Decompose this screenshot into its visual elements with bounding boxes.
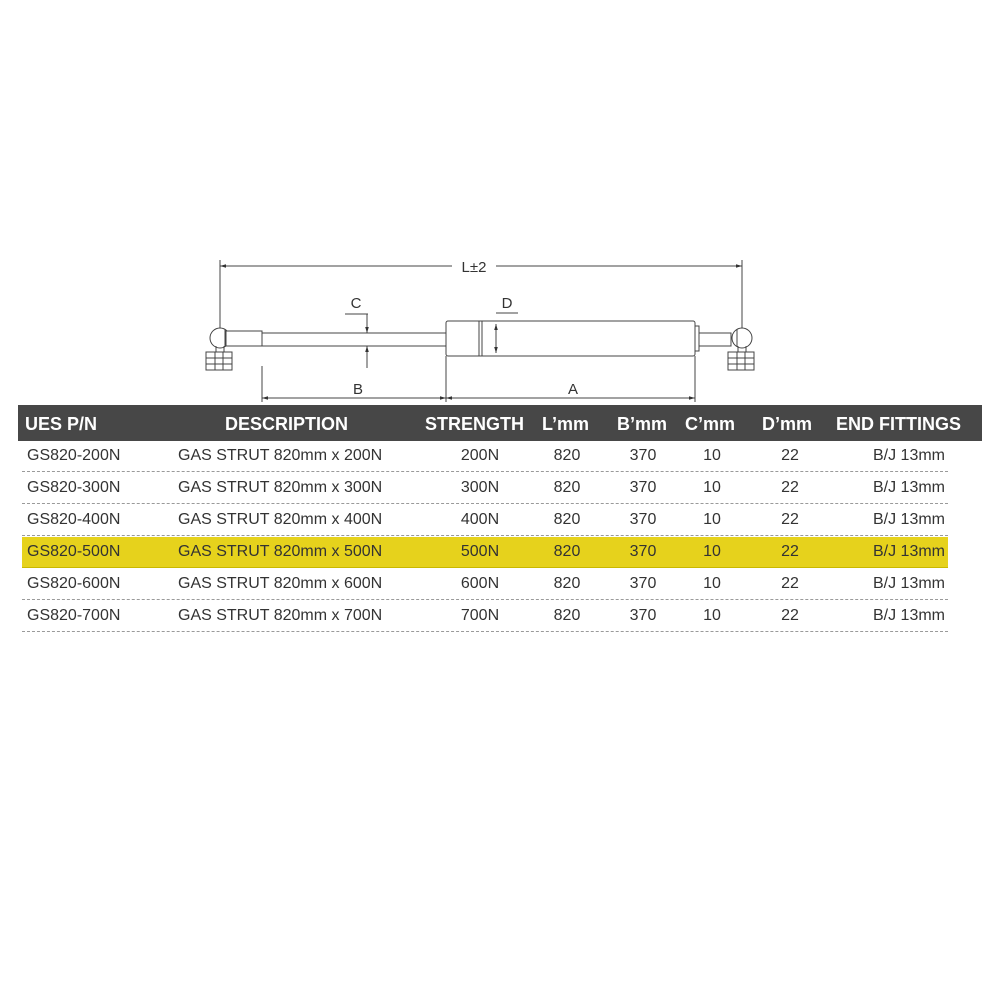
cell-description: GAS STRUT 820mm x 600N <box>178 575 383 592</box>
table-row: GS820-700N GAS STRUT 820mm x 700N 700N 820 3… <box>22 601 948 632</box>
cell-l-mm: 820 <box>553 543 581 560</box>
cell-c-mm: 10 <box>703 543 721 560</box>
cell-b-mm: 370 <box>629 511 657 528</box>
cell-end-fittings: B/J 13mm <box>872 511 945 528</box>
right-fitting-base <box>727 351 755 371</box>
header-c: C’mm <box>685 414 736 434</box>
cell-part-number: GS820-400N <box>27 511 121 528</box>
table-row: GS820-400N GAS STRUT 820mm x 400N 400N 820 3… <box>22 505 948 536</box>
cell-l-mm: 820 <box>553 607 581 624</box>
cell-description: GAS STRUT 820mm x 200N <box>178 447 383 464</box>
cell-description: GAS STRUT 820mm x 500N <box>178 543 383 560</box>
piston-rod <box>261 332 447 347</box>
gas-strut-drawing: L±2 C D B A <box>205 259 755 402</box>
cell-c-mm: 10 <box>703 607 721 624</box>
header-l: L’mm <box>542 414 590 434</box>
cell-part-number: GS820-600N <box>27 575 121 592</box>
header-pn: UES P/N <box>25 414 98 434</box>
cell-l-mm: 820 <box>553 575 581 592</box>
b-label: B <box>353 381 363 398</box>
table-row: GS820-300N GAS STRUT 820mm x 300N 300N 820 3… <box>22 473 948 504</box>
cell-description: GAS STRUT 820mm x 300N <box>178 479 383 496</box>
cell-part-number: GS820-200N <box>27 447 121 464</box>
left-fitting-base <box>205 351 233 371</box>
cell-b-mm: 370 <box>629 479 657 496</box>
d-label: D <box>502 295 513 312</box>
cell-end-fittings: B/J 13mm <box>872 479 945 496</box>
cell-description: GAS STRUT 820mm x 400N <box>178 511 383 528</box>
cell-end-fittings: B/J 13mm <box>872 543 945 560</box>
left-fitting-collar <box>225 330 263 347</box>
cell-d-mm: 22 <box>781 575 799 592</box>
cell-b-mm: 370 <box>629 447 657 464</box>
cell-part-number: GS820-500N <box>27 543 121 560</box>
header-strength: STRENGTH <box>425 414 524 434</box>
cell-end-fittings: B/J 13mm <box>872 447 945 464</box>
cell-b-mm: 370 <box>629 543 657 560</box>
a-label: A <box>568 381 578 398</box>
header-d: D’mm <box>762 414 813 434</box>
header-b: B’mm <box>617 414 668 434</box>
cylinder-end-cap <box>694 325 700 352</box>
length-label: L±2 <box>462 259 487 276</box>
table-row: GS820-600N GAS STRUT 820mm x 600N 600N 820 3… <box>22 569 948 600</box>
cell-part-number: GS820-300N <box>27 479 121 496</box>
header-end-fittings: END FITTINGS <box>836 414 961 434</box>
cell-strength: 600N <box>460 575 500 592</box>
cell-strength: 700N <box>460 607 500 624</box>
right-fitting-collar <box>698 332 732 347</box>
cell-d-mm: 22 <box>781 543 799 560</box>
table-row: GS820-200N GAS STRUT 820mm x 200N 200N 820 3… <box>22 441 948 472</box>
header-description: DESCRIPTION <box>225 414 349 434</box>
cell-l-mm: 820 <box>553 447 581 464</box>
cell-strength: 500N <box>460 543 500 560</box>
cell-c-mm: 10 <box>703 575 721 592</box>
cell-d-mm: 22 <box>781 607 799 624</box>
c-label: C <box>351 295 362 312</box>
cell-l-mm: 820 <box>553 511 581 528</box>
cell-c-mm: 10 <box>703 479 721 496</box>
cell-strength: 400N <box>460 511 500 528</box>
cell-d-mm: 22 <box>781 511 799 528</box>
cell-c-mm: 10 <box>703 447 721 464</box>
cell-b-mm: 370 <box>629 575 657 592</box>
cell-strength: 200N <box>460 447 500 464</box>
cell-strength: 300N <box>460 479 500 496</box>
cylinder-body <box>445 320 696 357</box>
cell-c-mm: 10 <box>703 511 721 528</box>
cell-end-fittings: B/J 13mm <box>872 607 945 624</box>
cell-d-mm: 22 <box>781 479 799 496</box>
right-ball-joint <box>731 327 753 349</box>
table-row-highlighted: GS820-500N GAS STRUT 820mm x 500N 500N 820 3… <box>22 537 948 568</box>
cell-part-number: GS820-700N <box>27 607 121 624</box>
cell-d-mm: 22 <box>781 447 799 464</box>
cell-end-fittings: B/J 13mm <box>872 575 945 592</box>
table-header: UES P/N DESCRIPTION STRENGTH L’mm B’mm C… <box>18 405 982 441</box>
cell-l-mm: 820 <box>553 479 581 496</box>
cell-description: GAS STRUT 820mm x 700N <box>178 607 383 624</box>
cell-b-mm: 370 <box>629 607 657 624</box>
